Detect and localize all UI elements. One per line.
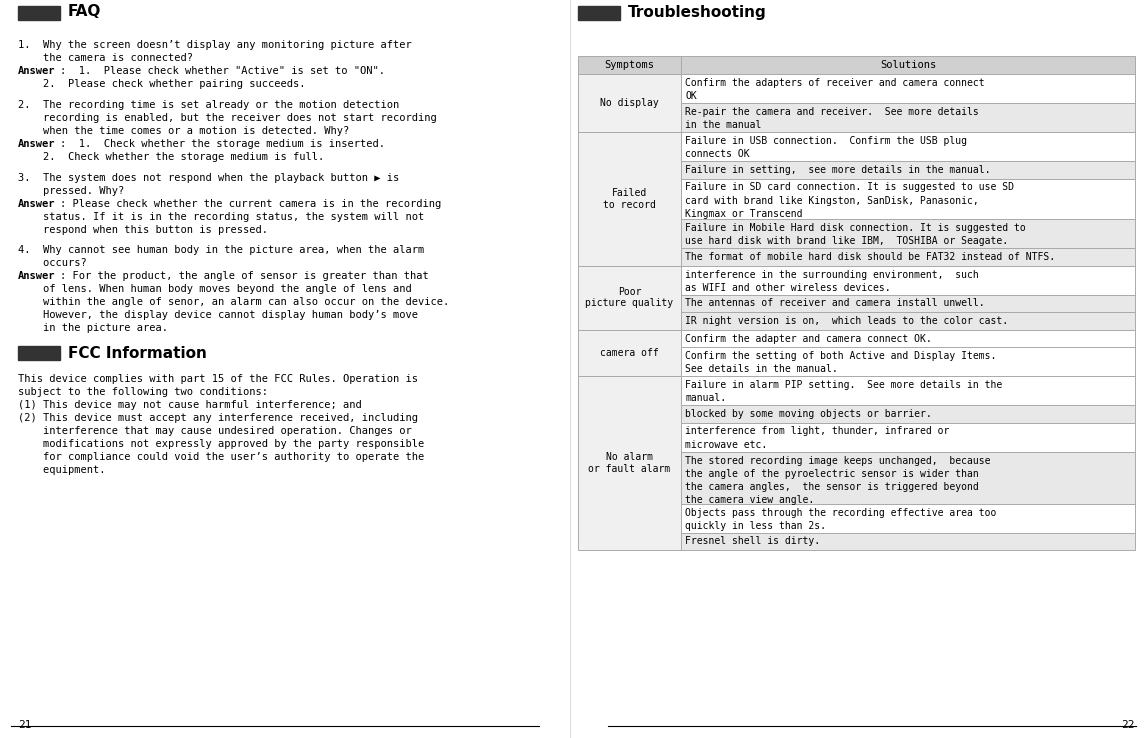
Text: interference from light, thunder, infrared or
microwave etc.: interference from light, thunder, infrar… — [685, 427, 950, 449]
Text: No display: No display — [600, 98, 658, 108]
Text: (2) This device must accept any interference received, including: (2) This device must accept any interfer… — [18, 413, 418, 424]
Bar — [681, 103, 1136, 132]
Bar — [681, 422, 1136, 452]
Text: in the picture area.: in the picture area. — [18, 323, 167, 334]
Bar — [681, 533, 1136, 550]
Text: Answer: Answer — [18, 199, 55, 209]
Text: Failure in SD card connection. It is suggested to use SD
card with brand like Ki: Failure in SD card connection. It is sug… — [685, 182, 1014, 219]
Text: respond when this button is pressed.: respond when this button is pressed. — [18, 224, 268, 235]
Bar — [578, 376, 681, 550]
Bar — [681, 312, 1136, 329]
Bar — [681, 74, 1136, 103]
Bar — [681, 161, 1136, 179]
Text: of lens. When human body moves beyond the angle of lens and: of lens. When human body moves beyond th… — [18, 284, 412, 294]
Text: Confirm the setting of both Active and Display Items.
See details in the manual.: Confirm the setting of both Active and D… — [685, 351, 997, 374]
Bar — [18, 6, 60, 20]
Text: Troubleshooting: Troubleshooting — [629, 4, 766, 19]
Bar — [578, 56, 681, 74]
Text: when the time comes or a motion is detected. Why?: when the time comes or a motion is detec… — [18, 125, 349, 136]
Text: recording is enabled, but the receiver does not start recording: recording is enabled, but the receiver d… — [18, 113, 437, 123]
Bar — [578, 6, 621, 20]
Bar — [681, 376, 1136, 405]
Text: : For the product, the angle of sensor is greater than that: : For the product, the angle of sensor i… — [60, 272, 429, 281]
Text: Re-pair the camera and receiver.  See more details
in the manual: Re-pair the camera and receiver. See mor… — [685, 107, 978, 130]
Text: Answer: Answer — [18, 66, 55, 76]
Bar — [578, 132, 681, 266]
Text: pressed. Why?: pressed. Why? — [18, 185, 124, 196]
Text: for compliance could void the user’s authority to operate the: for compliance could void the user’s aut… — [18, 452, 424, 463]
Bar — [18, 346, 60, 360]
Text: Solutions: Solutions — [880, 60, 936, 70]
Text: Objects pass through the recording effective area too
quickly in less than 2s.: Objects pass through the recording effec… — [685, 508, 997, 531]
Text: Failed
to record: Failed to record — [603, 188, 656, 210]
Text: the camera is connected?: the camera is connected? — [18, 53, 193, 63]
Text: camera off: camera off — [600, 348, 658, 358]
Bar — [681, 503, 1136, 533]
Text: Answer: Answer — [18, 272, 55, 281]
Bar — [681, 329, 1136, 347]
Bar — [681, 347, 1136, 376]
Bar — [681, 452, 1136, 503]
Text: Confirm the adapters of receiver and camera connect
OK: Confirm the adapters of receiver and cam… — [685, 78, 984, 101]
Text: 3.  The system does not respond when the playback button ▶ is: 3. The system does not respond when the … — [18, 173, 399, 182]
Text: 4.  Why cannot see human body in the picture area, when the alarm: 4. Why cannot see human body in the pict… — [18, 246, 424, 255]
Text: Failure in alarm PIP setting.  See more details in the
manual.: Failure in alarm PIP setting. See more d… — [685, 380, 1002, 403]
Text: 22: 22 — [1122, 720, 1136, 730]
Text: Fresnel shell is dirty.: Fresnel shell is dirty. — [685, 537, 820, 547]
Text: within the angle of senor, an alarm can also occur on the device.: within the angle of senor, an alarm can … — [18, 297, 450, 308]
Bar — [681, 266, 1136, 294]
Text: Failure in setting,  see more details in the manual.: Failure in setting, see more details in … — [685, 165, 991, 175]
Text: However, the display device cannot display human body’s move: However, the display device cannot displ… — [18, 311, 418, 320]
Bar — [578, 74, 681, 132]
Text: FCC Information: FCC Information — [68, 346, 206, 361]
Text: :  1.  Check whether the storage medium is inserted.: : 1. Check whether the storage medium is… — [60, 139, 385, 149]
Text: subject to the following two conditions:: subject to the following two conditions: — [18, 387, 268, 397]
Text: FAQ: FAQ — [68, 4, 101, 19]
Text: status. If it is in the recording status, the system will not: status. If it is in the recording status… — [18, 212, 424, 221]
Text: No alarm
or fault alarm: No alarm or fault alarm — [588, 452, 671, 474]
Text: The stored recording image keeps unchanged,  because
the angle of the pyroelectr: The stored recording image keeps unchang… — [685, 455, 991, 505]
Text: Failure in USB connection.  Confirm the USB plug
connects OK: Failure in USB connection. Confirm the U… — [685, 136, 967, 159]
Text: 2.  Please check whether pairing succeeds.: 2. Please check whether pairing succeeds… — [18, 79, 305, 89]
Text: Confirm the adapter and camera connect OK.: Confirm the adapter and camera connect O… — [685, 334, 931, 343]
Text: equipment.: equipment. — [18, 466, 106, 475]
Text: Failure in Mobile Hard disk connection. It is suggested to
use hard disk with br: Failure in Mobile Hard disk connection. … — [685, 223, 1025, 246]
Bar — [578, 266, 681, 329]
Bar — [681, 248, 1136, 266]
Text: Answer: Answer — [18, 139, 55, 149]
Bar — [681, 219, 1136, 248]
Text: 1.  Why the screen doesn’t display any monitoring picture after: 1. Why the screen doesn’t display any mo… — [18, 40, 412, 50]
Text: IR night version is on,  which leads to the color cast.: IR night version is on, which leads to t… — [685, 316, 1008, 326]
Text: blocked by some moving objects or barrier.: blocked by some moving objects or barrie… — [685, 409, 931, 419]
Text: :  1.  Please check whether "Active" is set to "ON".: : 1. Please check whether "Active" is se… — [60, 66, 385, 76]
Text: This device complies with part 15 of the FCC Rules. Operation is: This device complies with part 15 of the… — [18, 374, 418, 384]
Text: The format of mobile hard disk should be FAT32 instead of NTFS.: The format of mobile hard disk should be… — [685, 252, 1055, 262]
Text: 2.  Check whether the storage medium is full.: 2. Check whether the storage medium is f… — [18, 152, 325, 162]
Text: 21: 21 — [18, 720, 31, 730]
Text: : Please check whether the current camera is in the recording: : Please check whether the current camer… — [60, 199, 442, 209]
Bar — [681, 56, 1136, 74]
Bar — [578, 329, 681, 376]
Text: interference that may cause undesired operation. Changes or: interference that may cause undesired op… — [18, 427, 412, 436]
Text: (1) This device may not cause harmful interference; and: (1) This device may not cause harmful in… — [18, 401, 361, 410]
Bar — [681, 405, 1136, 422]
Text: Poor
picture quality: Poor picture quality — [585, 286, 673, 308]
Text: occurs?: occurs? — [18, 258, 87, 269]
Text: Symptoms: Symptoms — [604, 60, 655, 70]
Text: The antennas of receiver and camera install unwell.: The antennas of receiver and camera inst… — [685, 298, 984, 308]
Text: interference in the surrounding environment,  such
as WIFI and other wireless de: interference in the surrounding environm… — [685, 269, 978, 293]
Text: 2.  The recording time is set already or the motion detection: 2. The recording time is set already or … — [18, 100, 399, 110]
Text: modifications not expressly approved by the party responsible: modifications not expressly approved by … — [18, 439, 424, 449]
Bar — [681, 179, 1136, 219]
Bar — [681, 132, 1136, 161]
Bar — [681, 294, 1136, 312]
